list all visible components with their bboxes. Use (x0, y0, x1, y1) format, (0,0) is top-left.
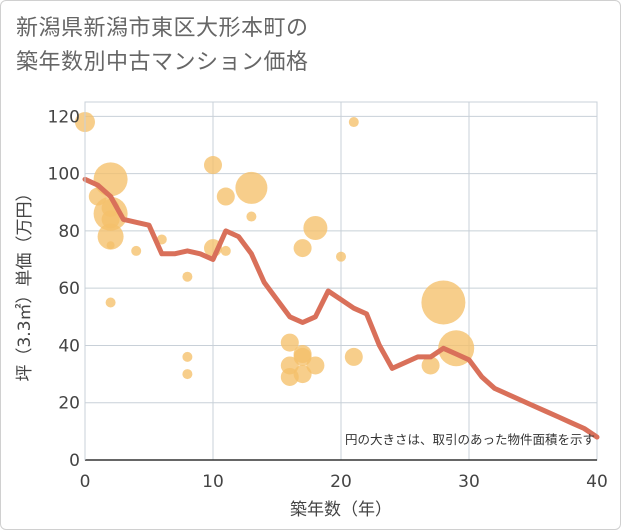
scatter-point (182, 351, 193, 362)
axes-layer (84, 102, 597, 461)
trend-line-layer (82, 176, 600, 440)
scatter-point (246, 211, 257, 222)
scatter-point (235, 171, 268, 204)
scatter-point (220, 245, 231, 256)
scatter-point (293, 347, 312, 366)
scatter-point (336, 251, 346, 262)
scatter-point (204, 156, 222, 175)
y-tick-label: 100 (48, 165, 80, 185)
scatter-point (293, 365, 312, 384)
scatter-point (131, 245, 142, 256)
y-tick-label: 60 (58, 279, 80, 299)
scatter-point (303, 216, 328, 241)
x-tick-label: 20 (330, 472, 352, 492)
y-tick-label: 40 (58, 336, 80, 356)
scatter-point (344, 347, 363, 366)
scatter-point (293, 239, 312, 258)
scatter-point (348, 117, 359, 128)
bubble-layer (75, 112, 475, 386)
tick-labels-layer: 0 10 20 30 40 0 20 40 60 80 100 120 (48, 107, 608, 492)
scatter-point (97, 223, 124, 250)
scatter-point (93, 162, 128, 197)
scatter-point (306, 356, 325, 375)
y-tick-label: 0 (69, 451, 80, 471)
scatter-point (182, 369, 193, 380)
scatter-point (421, 356, 440, 375)
x-tick-label: 40 (586, 472, 608, 492)
y-axis-title: 坪（3.3㎡）単価（万円） (15, 184, 35, 381)
x-tick-label: 30 (458, 472, 480, 492)
y-tick-label: 120 (48, 107, 80, 127)
chart-title-line-1: 新潟県新潟市東区大形本町の (16, 16, 309, 41)
scatter-point (280, 333, 299, 352)
chart-title: 新潟県新潟市東区大形本町の 築年数別中古マンション価格 (16, 12, 309, 80)
y-tick-label: 80 (58, 222, 80, 242)
scatter-point (156, 234, 167, 245)
scatter-point (106, 241, 115, 250)
scatter-point (105, 297, 116, 308)
x-axis-title: 築年数（年） (290, 500, 392, 520)
scatter-point (101, 210, 120, 229)
chart-title-line-2: 築年数別中古マンション価格 (16, 50, 309, 75)
average-price-line (82, 176, 600, 440)
x-tick-label: 10 (202, 472, 224, 492)
scatter-point (216, 187, 235, 206)
y-tick-label: 20 (58, 394, 80, 414)
bubble-size-note: 円の大きさは、取引のあった物件面積を示す (345, 432, 595, 447)
scatter-point (182, 271, 193, 282)
scatter-point (421, 280, 466, 325)
x-tick-label: 0 (80, 472, 91, 492)
grid-lines (84, 101, 598, 461)
